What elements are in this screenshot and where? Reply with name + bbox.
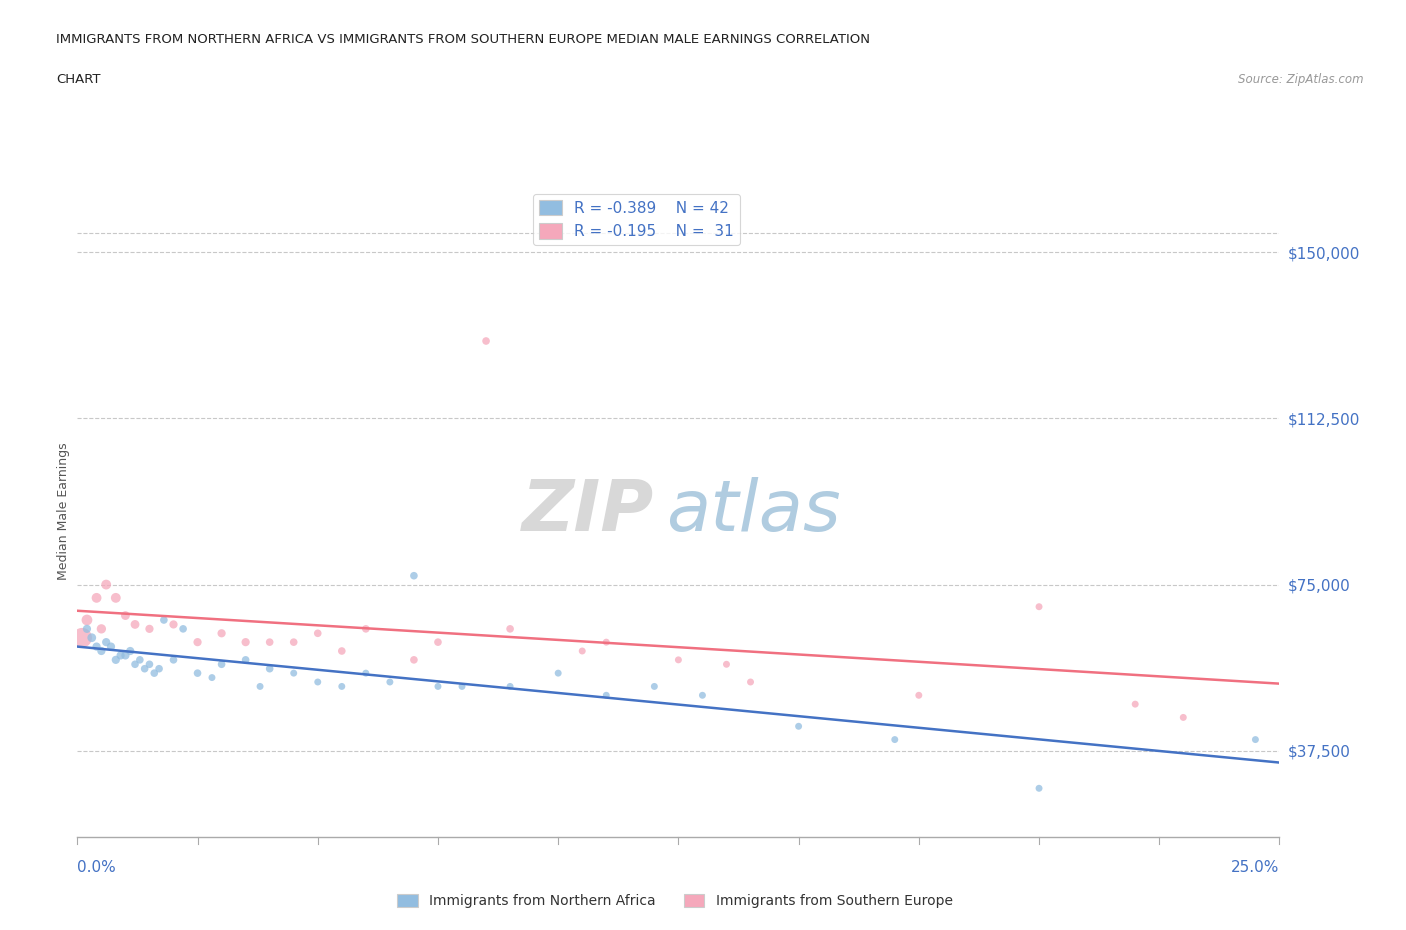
Point xyxy=(86,591,108,605)
Y-axis label: Median Male Earnings: Median Male Earnings xyxy=(58,443,70,580)
Point xyxy=(259,661,281,676)
Point xyxy=(1244,732,1267,747)
Point xyxy=(451,679,474,694)
Point xyxy=(86,639,108,654)
Point xyxy=(378,674,401,689)
Text: IMMIGRANTS FROM NORTHERN AFRICA VS IMMIGRANTS FROM SOUTHERN EUROPE MEDIAN MALE E: IMMIGRANTS FROM NORTHERN AFRICA VS IMMIG… xyxy=(56,33,870,46)
Point xyxy=(427,679,450,694)
Point xyxy=(148,661,170,676)
Point xyxy=(90,644,112,658)
Point xyxy=(186,666,209,681)
Point xyxy=(96,634,118,649)
Point xyxy=(76,621,98,636)
Point xyxy=(162,617,184,631)
Point xyxy=(128,653,150,668)
Point xyxy=(153,613,176,628)
Point xyxy=(124,657,146,671)
Point xyxy=(104,591,127,605)
Point xyxy=(259,634,281,649)
Point xyxy=(595,634,617,649)
Point xyxy=(283,634,305,649)
Point xyxy=(1173,710,1195,724)
Point xyxy=(90,621,112,636)
Point xyxy=(499,621,522,636)
Point xyxy=(716,657,738,671)
Point xyxy=(120,644,142,658)
Point xyxy=(283,666,305,681)
Point xyxy=(883,732,905,747)
Point xyxy=(692,688,714,703)
Point xyxy=(307,626,329,641)
Point xyxy=(76,613,98,628)
Point xyxy=(211,657,233,671)
Point xyxy=(110,648,132,663)
Point xyxy=(249,679,271,694)
Text: ZIP: ZIP xyxy=(522,477,654,546)
Point xyxy=(908,688,931,703)
Point xyxy=(186,634,209,649)
Text: 25.0%: 25.0% xyxy=(1232,860,1279,875)
Point xyxy=(643,679,665,694)
Point xyxy=(354,621,377,636)
Point xyxy=(138,621,160,636)
Point xyxy=(354,666,377,681)
Point xyxy=(104,653,127,668)
Point xyxy=(138,657,160,671)
Point xyxy=(100,639,122,654)
Legend: R = -0.389    N = 42, R = -0.195    N =  31: R = -0.389 N = 42, R = -0.195 N = 31 xyxy=(533,193,740,246)
Point xyxy=(201,671,224,685)
Point xyxy=(114,648,136,663)
Point xyxy=(235,634,257,649)
Point xyxy=(162,653,184,668)
Text: atlas: atlas xyxy=(666,477,841,546)
Legend: Immigrants from Northern Africa, Immigrants from Southern Europe: Immigrants from Northern Africa, Immigra… xyxy=(392,889,957,914)
Point xyxy=(740,674,762,689)
Point xyxy=(330,644,353,658)
Point xyxy=(571,644,593,658)
Point xyxy=(595,688,617,703)
Text: CHART: CHART xyxy=(56,73,101,86)
Point xyxy=(1123,697,1146,711)
Point xyxy=(402,568,425,583)
Point xyxy=(547,666,569,681)
Point xyxy=(330,679,353,694)
Point xyxy=(427,634,450,649)
Point xyxy=(307,674,329,689)
Point xyxy=(134,661,156,676)
Point xyxy=(1028,599,1050,614)
Point xyxy=(80,631,103,645)
Point xyxy=(235,653,257,668)
Point xyxy=(124,617,146,631)
Point xyxy=(499,679,522,694)
Point xyxy=(668,653,690,668)
Point xyxy=(402,653,425,668)
Text: 0.0%: 0.0% xyxy=(77,860,117,875)
Text: Source: ZipAtlas.com: Source: ZipAtlas.com xyxy=(1239,73,1364,86)
Point xyxy=(70,631,93,645)
Point xyxy=(114,608,136,623)
Point xyxy=(211,626,233,641)
Point xyxy=(172,621,194,636)
Point xyxy=(1028,781,1050,796)
Point xyxy=(96,578,118,592)
Point xyxy=(787,719,810,734)
Point xyxy=(143,666,166,681)
Point xyxy=(475,334,498,349)
